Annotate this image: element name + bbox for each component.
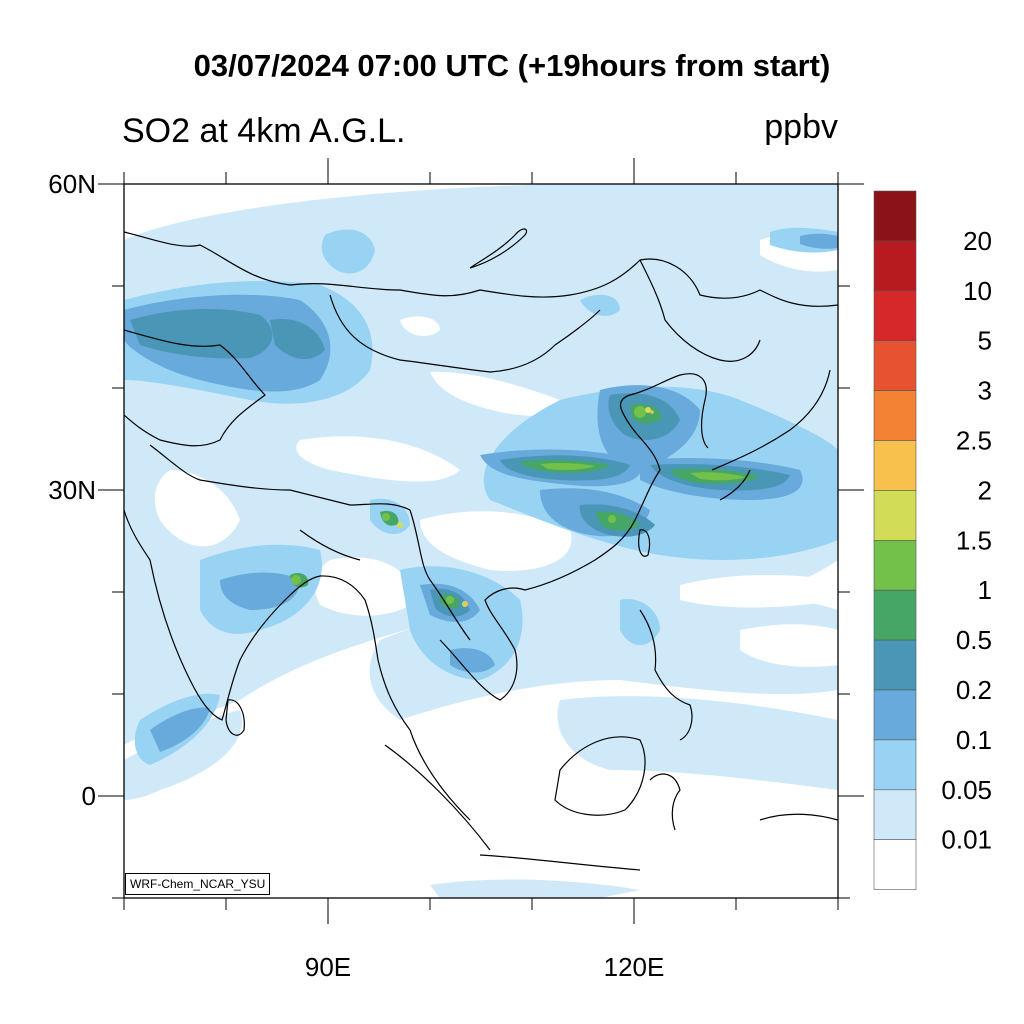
colorbar-swatch xyxy=(873,390,917,441)
mongolia-china-border xyxy=(329,294,601,373)
axis-ticks xyxy=(98,158,864,924)
so2-concentration-field xyxy=(124,184,838,898)
colorbar-swatch xyxy=(873,639,917,691)
colorbar-label: 0.05 xyxy=(941,775,992,805)
lat-label: 60N xyxy=(48,169,96,199)
new-guinea xyxy=(759,813,838,821)
colorbar-label: 1 xyxy=(978,575,992,605)
java xyxy=(479,854,641,871)
colorbar-swatch xyxy=(873,589,917,641)
colorbar-label: 0.1 xyxy=(956,725,992,755)
central-asia-borders xyxy=(124,329,266,447)
philippines xyxy=(639,609,693,741)
colorbar-label: 1.5 xyxy=(956,525,992,555)
colorbar-label: 3 xyxy=(978,376,992,406)
colorbar-swatch xyxy=(873,440,917,491)
china-south-coast xyxy=(524,469,661,591)
colorbar: 20 10 5 3 2.5 2 1.5 1 0.5 0.2 0.1 0.05 0.01 xyxy=(873,190,992,890)
indochina-coast xyxy=(409,587,526,821)
colorbar-swatch xyxy=(873,539,917,591)
myanmar-coast xyxy=(319,575,411,731)
figure-title: 03/07/2024 07:00 UTC (+19hours from star… xyxy=(193,48,831,83)
axis-tick-labels: 60N 30N 0 90E 120E xyxy=(48,169,664,982)
japan xyxy=(711,369,831,501)
colorbar-label: 2 xyxy=(978,475,992,505)
china-east-coast xyxy=(620,373,709,471)
concentration-1-band xyxy=(291,406,745,604)
colorbar-swatch xyxy=(873,689,917,741)
colorbar-swatch xyxy=(873,490,917,541)
russia-mongolia-border xyxy=(124,231,838,307)
lake-baikal xyxy=(469,228,528,269)
units-label: ppbv xyxy=(764,108,838,146)
sri-lanka xyxy=(225,699,245,736)
map-frame xyxy=(123,183,839,899)
colorbar-label: 10 xyxy=(963,276,992,306)
lon-label: 120E xyxy=(604,952,665,982)
colorbar-swatch xyxy=(873,190,917,242)
colorbar-swatch xyxy=(873,290,917,341)
sulawesi xyxy=(649,773,681,831)
india-coastline xyxy=(124,509,321,721)
colorbar-label: 20 xyxy=(963,226,992,256)
colorbar-swatch xyxy=(873,739,917,791)
colorbar-swatch xyxy=(873,340,917,391)
concentration-2-hotspots xyxy=(464,410,654,606)
borneo xyxy=(554,736,646,816)
model-credit: WRF-Chem_NCAR_YSU xyxy=(125,873,271,895)
northeast-china-border xyxy=(639,259,761,362)
himalaya-border xyxy=(149,444,411,511)
variable-subtitle: SO2 at 4km A.G.L. xyxy=(122,112,406,150)
colorbar-label: 0.2 xyxy=(956,675,992,705)
lon-label: 90E xyxy=(305,952,351,982)
colorbar-label: 0.5 xyxy=(956,625,992,655)
colorbar-swatch xyxy=(873,240,917,292)
coastlines-and-borders xyxy=(124,228,838,871)
taiwan xyxy=(638,529,651,557)
lat-label: 30N xyxy=(48,475,96,505)
sumatra xyxy=(384,744,491,851)
colorbar-label: 2.5 xyxy=(956,426,992,456)
colorbar-swatch xyxy=(873,839,917,890)
lat-label: 0 xyxy=(82,781,96,811)
colorbar-swatch xyxy=(873,789,917,840)
colorbar-label: 5 xyxy=(978,326,992,356)
southeast-asia-borders xyxy=(299,509,471,641)
colorbar-label: 0.01 xyxy=(941,825,992,855)
